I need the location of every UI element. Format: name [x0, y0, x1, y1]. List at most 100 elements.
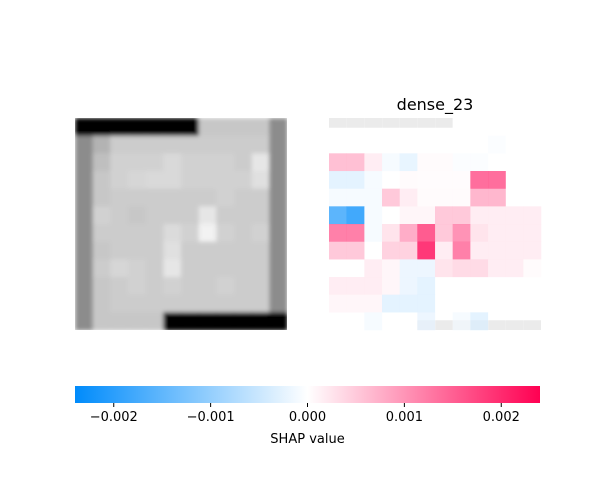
input-pixel — [181, 171, 200, 190]
shap-cell — [523, 241, 542, 260]
input-pixel — [75, 241, 94, 260]
input-pixel — [234, 259, 253, 278]
input-pixel — [110, 241, 129, 260]
shap-cell — [382, 171, 400, 189]
input-pixel — [145, 224, 164, 243]
shap-cell — [364, 118, 383, 136]
input-pixel — [251, 188, 270, 207]
shap-cell — [488, 241, 506, 260]
shap-cell — [488, 153, 506, 172]
shap-cell — [523, 206, 542, 225]
shap-cell — [329, 135, 347, 154]
input-pixel — [251, 206, 270, 225]
shap-cell — [452, 118, 471, 136]
input-pixel — [216, 118, 235, 137]
shap-panel-title: dense_23 — [397, 95, 474, 115]
shap-cell — [399, 188, 418, 207]
shap-cell — [505, 206, 524, 225]
shap-cell — [488, 118, 506, 136]
shap-cell — [452, 206, 471, 225]
input-pixel — [128, 241, 147, 260]
colorbar-label: SHAP value — [270, 432, 344, 447]
shap-cell — [364, 277, 383, 295]
shap-cell — [488, 206, 506, 225]
shap-cell — [364, 188, 383, 207]
input-pixel — [163, 312, 182, 330]
shap-cell — [435, 118, 453, 136]
input-pixel — [145, 312, 164, 330]
input-pixel — [128, 277, 147, 296]
input-pixel — [234, 206, 253, 225]
input-pixel — [110, 153, 129, 172]
shap-cell — [470, 171, 489, 189]
input-pixel — [145, 171, 164, 190]
input-pixel — [216, 188, 235, 207]
shap-cell — [505, 224, 524, 242]
input-pixel — [163, 153, 182, 172]
shap-cell — [470, 206, 489, 225]
input-pixel — [75, 224, 94, 243]
input-pixel — [110, 259, 129, 278]
shap-cell — [382, 312, 400, 331]
input-pixel — [163, 241, 182, 260]
input-pixel — [110, 135, 129, 154]
shap-cell — [452, 259, 471, 278]
input-pixel — [269, 135, 287, 154]
shap-cell — [417, 153, 436, 172]
input-pixel — [216, 153, 235, 172]
shap-cell — [417, 135, 436, 154]
input-pixel — [216, 206, 235, 225]
shap-cell — [399, 153, 418, 172]
input-pixel — [145, 135, 164, 154]
input-pixel — [163, 294, 182, 313]
input-pixel — [181, 206, 200, 225]
shap-cell — [364, 153, 383, 172]
shap-cell — [435, 259, 453, 278]
shap-cell — [417, 312, 436, 331]
shap-cell — [452, 171, 471, 189]
shap-cell — [329, 312, 347, 331]
shap-cell — [488, 188, 506, 207]
colorbar-tick-label: −0.002 — [90, 410, 138, 425]
shap-cell — [435, 206, 453, 225]
shap-cell — [417, 259, 436, 278]
shap-cell — [435, 277, 453, 295]
input-pixel — [75, 294, 94, 313]
shap-heatmap-panel — [329, 118, 542, 331]
input-pixel — [251, 259, 270, 278]
input-pixel — [92, 118, 111, 137]
shap-cell — [399, 118, 418, 136]
input-pixel — [75, 188, 94, 207]
input-pixel — [75, 118, 94, 137]
shap-cell — [329, 171, 347, 189]
input-pixel — [110, 171, 129, 190]
shap-cell — [417, 171, 436, 189]
input-pixel — [92, 206, 111, 225]
input-pixel — [198, 206, 217, 225]
shap-cell — [505, 241, 524, 260]
shap-cell — [523, 188, 542, 207]
shap-cell — [470, 188, 489, 207]
input-pixel — [128, 153, 147, 172]
input-pixel — [75, 206, 94, 225]
input-pixel — [198, 188, 217, 207]
input-pixel — [128, 135, 147, 154]
shap-cell — [329, 224, 347, 242]
shap-cell — [417, 241, 436, 260]
input-pixel — [198, 259, 217, 278]
input-pixel — [92, 171, 111, 190]
shap-cell — [523, 259, 542, 278]
input-pixel — [110, 277, 129, 296]
input-pixel — [92, 153, 111, 172]
input-pixel — [269, 153, 287, 172]
input-pixel — [128, 188, 147, 207]
shap-cell — [399, 294, 418, 313]
shap-cell — [505, 118, 524, 136]
input-pixel — [75, 312, 94, 330]
input-pixel — [181, 153, 200, 172]
shap-cell — [329, 259, 347, 278]
shap-cell — [488, 277, 506, 295]
shap-cell — [382, 277, 400, 295]
shap-cell — [470, 224, 489, 242]
